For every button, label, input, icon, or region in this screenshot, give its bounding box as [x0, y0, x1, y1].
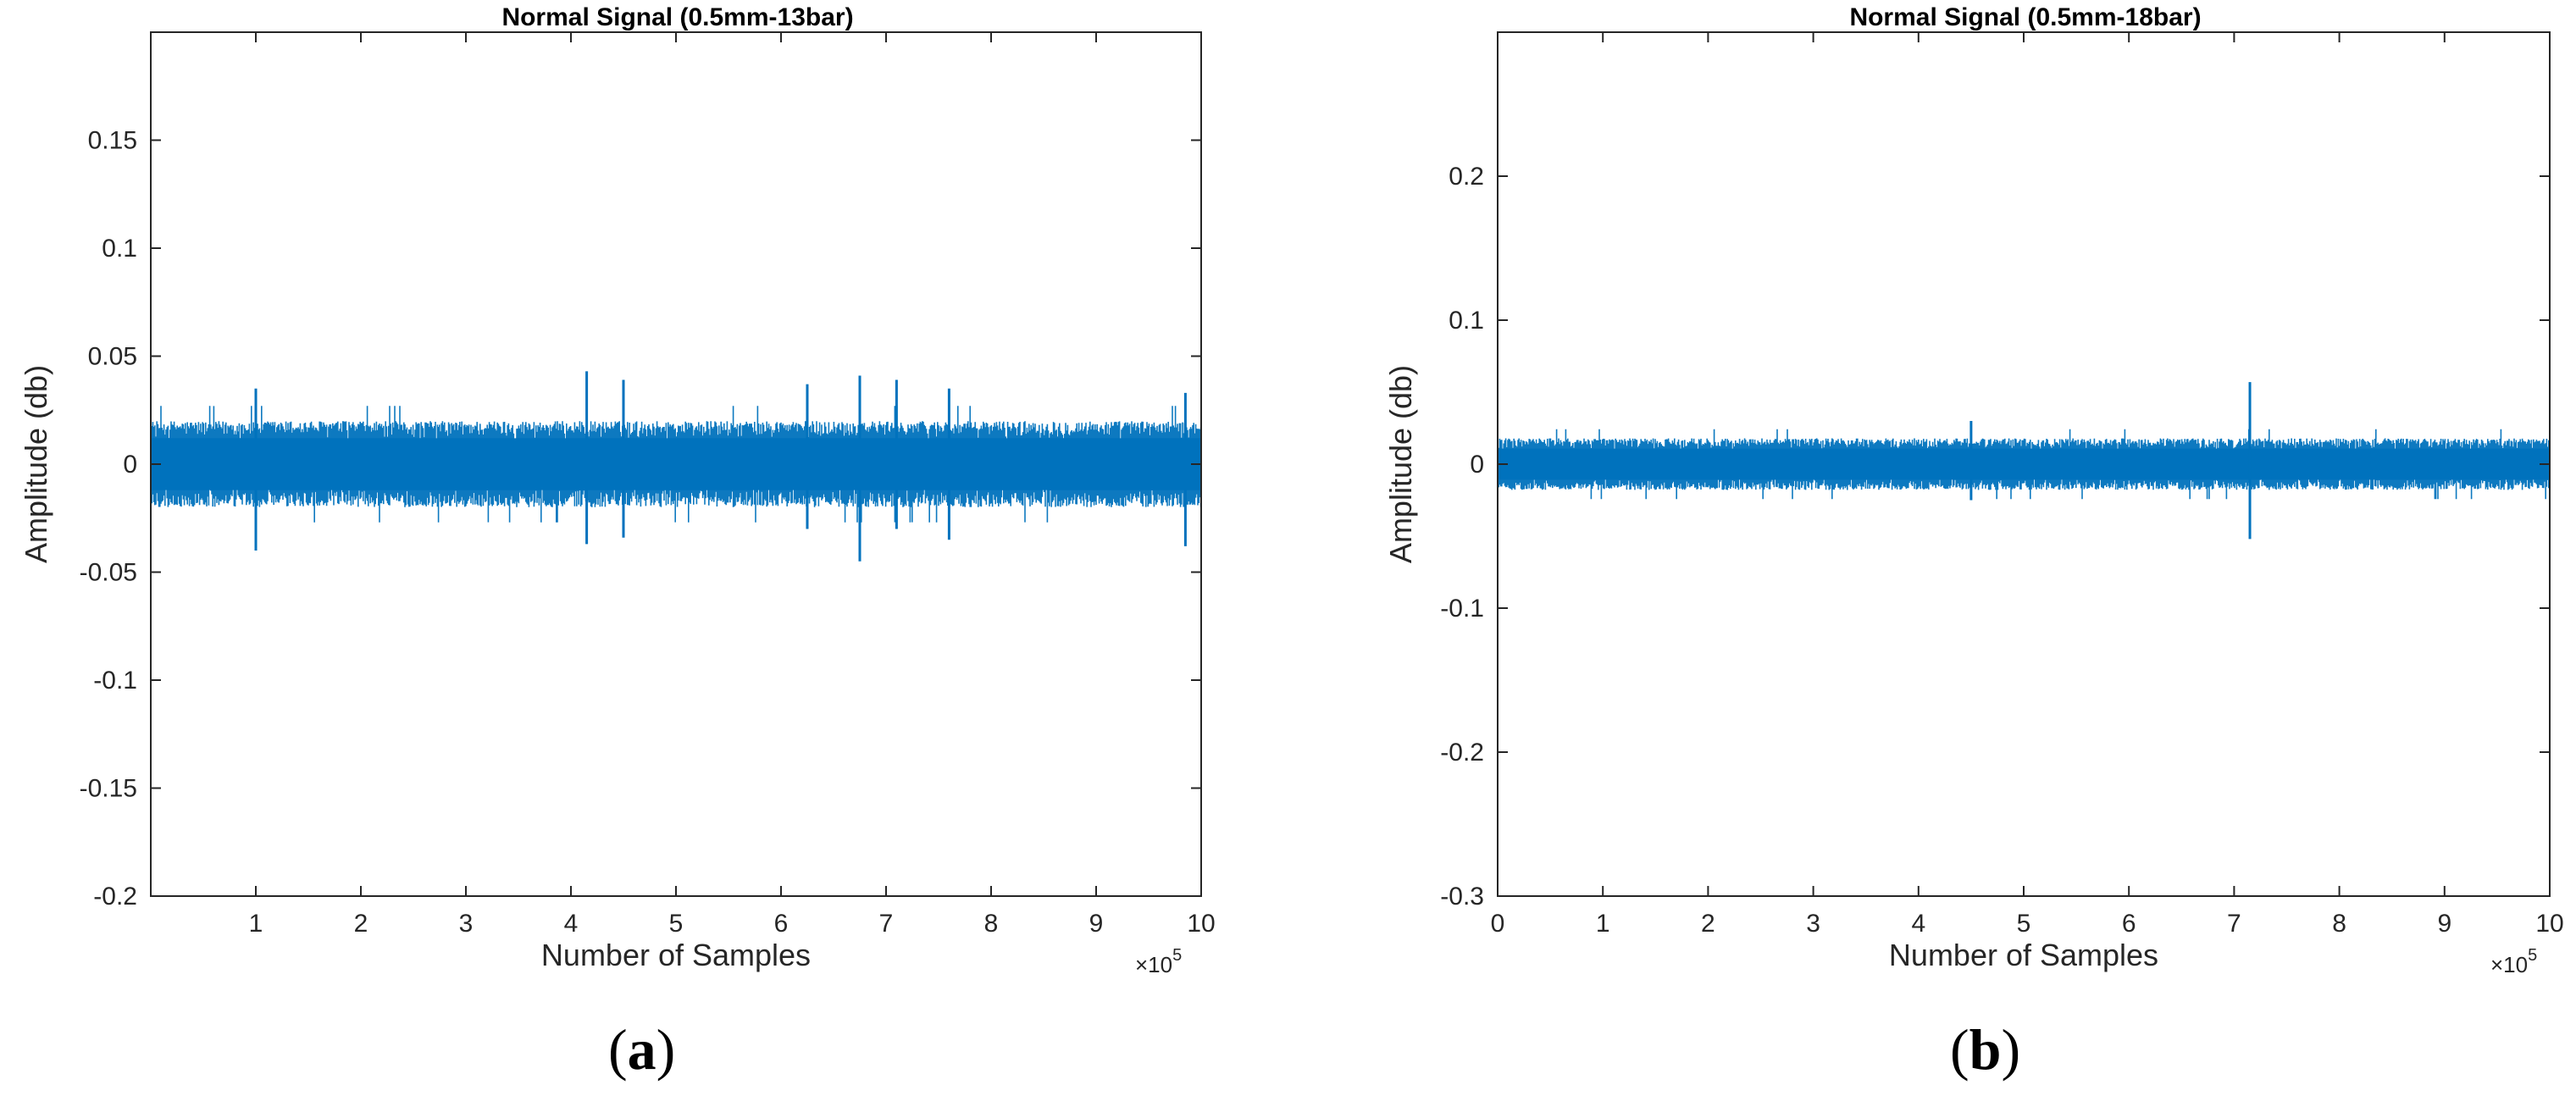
x-axis-multiplier-exponent: 5 — [2528, 946, 2537, 965]
signal-core-band — [1498, 448, 2550, 480]
x-tick-label: 1 — [249, 910, 263, 938]
x-tick-label: 8 — [2332, 910, 2346, 938]
x-tick-label: 1 — [1596, 910, 1610, 938]
x-tick-label: 3 — [1806, 910, 1820, 938]
x-tick-label: 4 — [564, 910, 579, 938]
x-tick-label: 5 — [2017, 910, 2031, 938]
panel-label-open: ( — [608, 1017, 628, 1082]
chart-title: Normal Signal (0.5mm-13bar) — [501, 3, 853, 31]
y-axis-label: Amplitude (db) — [19, 365, 53, 563]
panel-label-letter: b — [1969, 1017, 2002, 1082]
x-axis-multiplier-base: ×10 — [2490, 952, 2528, 977]
y-tick-label: -0.1 — [93, 667, 137, 695]
panel-label-letter: a — [628, 1017, 656, 1082]
signal-series — [150, 371, 1202, 562]
x-tick-label: 9 — [1089, 910, 1104, 938]
y-tick-label: 0.1 — [102, 235, 137, 263]
x-axis-label: Number of Samples — [541, 938, 811, 972]
panel-label-open: ( — [1950, 1017, 1969, 1082]
panel-label: (a) — [608, 1017, 675, 1082]
x-tick-label: 8 — [984, 910, 999, 938]
y-tick-label: 0 — [1470, 451, 1484, 479]
x-tick-label: 5 — [669, 910, 684, 938]
y-tick-label: 0.15 — [88, 127, 137, 155]
x-tick-label: 10 — [2535, 910, 2563, 938]
y-tick-label: -0.1 — [1440, 595, 1484, 623]
x-tick-label: 7 — [879, 910, 894, 938]
panel-label-close: ) — [656, 1017, 676, 1082]
x-tick-label: 6 — [2122, 910, 2136, 938]
y-tick-label: 0.05 — [88, 343, 137, 371]
panel-label: (b) — [1950, 1017, 2020, 1082]
y-axis-label: Amplitude (db) — [1383, 365, 1418, 563]
y-tick-label: -0.2 — [93, 883, 137, 911]
x-axis-multiplier-exponent: 5 — [1172, 946, 1182, 965]
x-axis-multiplier-base: ×10 — [1135, 952, 1172, 977]
y-tick-label: 0 — [123, 451, 137, 479]
panel-label-close: ) — [2001, 1017, 2020, 1082]
x-tick-label: 9 — [2437, 910, 2451, 938]
y-tick-label: -0.2 — [1440, 739, 1484, 767]
y-tick-label: -0.05 — [80, 559, 137, 587]
chart-title: Normal Signal (0.5mm-18bar) — [1849, 3, 2201, 31]
x-tick-label: 7 — [2227, 910, 2241, 938]
y-tick-label: -0.15 — [80, 775, 137, 803]
y-tick-label: -0.3 — [1440, 883, 1484, 911]
x-axis-label: Number of Samples — [1889, 938, 2158, 972]
x-tick-label: 2 — [354, 910, 368, 938]
signal-series — [1497, 382, 2550, 540]
y-tick-label: 0.1 — [1449, 307, 1484, 335]
signal-core-band — [151, 438, 1201, 490]
x-tick-label: 4 — [1911, 910, 1925, 938]
x-axis-multiplier: ×105 — [1135, 946, 1182, 977]
chart-panel-a: Normal Signal (0.5mm-13bar) 1 2 3 4 5 6 7 8 9 10 -0… — [19, 3, 1216, 1082]
chart-panel-b: Normal Signal (0.5mm-18bar) 0 1 2 3 4 5 6 7 8 9 10 -… — [1383, 3, 2564, 1082]
x-tick-label: 2 — [1701, 910, 1715, 938]
x-tick-label: 6 — [774, 910, 789, 938]
x-tick-label: 3 — [459, 910, 474, 938]
x-tick-label: 10 — [1187, 910, 1215, 938]
y-tick-label: 0.2 — [1449, 163, 1484, 191]
x-axis-multiplier: ×105 — [2490, 946, 2537, 977]
x-tick-label: 0 — [1491, 910, 1505, 938]
